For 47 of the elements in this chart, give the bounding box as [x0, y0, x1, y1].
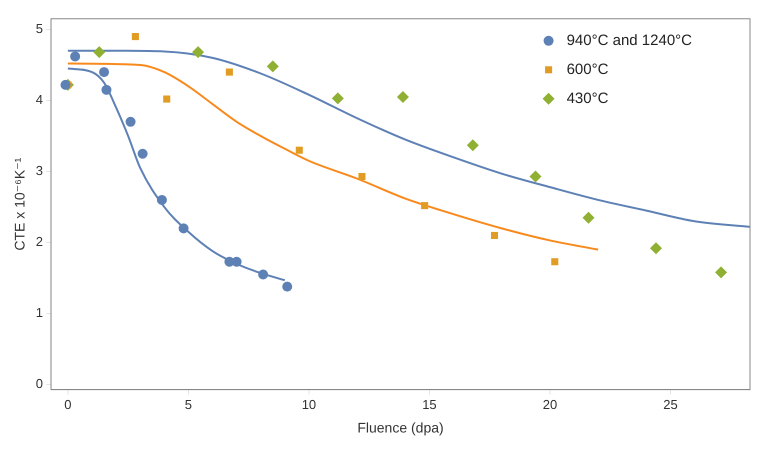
point [226, 68, 233, 76]
y-tick-label: 5 [36, 21, 44, 36]
y-tick-label: 3 [36, 163, 44, 178]
legend-label: 430°C [566, 90, 609, 107]
point [282, 282, 292, 292]
y-tick-label: 1 [36, 305, 44, 320]
point [101, 84, 112, 95]
x-tick-label: 15 [422, 396, 437, 412]
point [466, 139, 479, 152]
point [258, 270, 268, 280]
point [529, 170, 542, 182]
point [99, 67, 110, 78]
point [296, 146, 303, 154]
legend-label: 940°C and 1240°C [566, 32, 692, 49]
x-axis-title: Fluence (dpa) [357, 419, 444, 436]
point [60, 80, 70, 90]
line-series [66, 50, 750, 228]
point [421, 202, 428, 210]
point [551, 258, 558, 266]
point [332, 92, 344, 104]
x-tick-label: 20 [542, 396, 558, 412]
point [650, 242, 662, 254]
y-axis-title: CTE x 10⁻⁶K⁻¹ [11, 157, 28, 251]
point [715, 266, 728, 278]
point [490, 232, 498, 239]
point [156, 194, 167, 205]
point [138, 148, 148, 159]
point [126, 116, 136, 127]
point [132, 33, 139, 40]
point [178, 223, 189, 234]
y-tick-label: 4 [36, 92, 44, 108]
y-tick-label: 0 [36, 376, 44, 392]
point [396, 90, 409, 103]
point [582, 212, 595, 224]
x-tick-label: 5 [184, 396, 192, 412]
point [70, 51, 80, 62]
legend-label: 600°C [566, 60, 609, 78]
point [163, 96, 170, 103]
y-tick-label: 2 [36, 234, 44, 250]
x-tick-label: 0 [64, 396, 72, 412]
point [192, 46, 204, 58]
x-tick-label: 10 [302, 396, 316, 412]
point [358, 172, 366, 180]
point [266, 60, 279, 72]
x-tick-label: 25 [663, 396, 678, 412]
point [232, 256, 242, 267]
point [93, 46, 106, 58]
